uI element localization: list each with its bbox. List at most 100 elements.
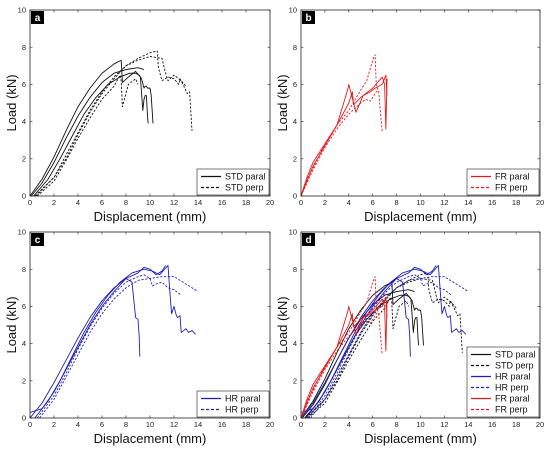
x-tick-label: 6 xyxy=(100,420,104,429)
x-tick-label: 12 xyxy=(440,198,448,207)
x-axis-label: Displacement (mm) xyxy=(364,209,477,224)
series-line-fr-perp xyxy=(301,276,383,418)
y-tick-label: 2 xyxy=(22,154,26,163)
legend-item-label: HR paral xyxy=(495,372,531,382)
legend-item-label: FR paral xyxy=(495,394,530,404)
x-tick-label: 6 xyxy=(100,198,104,207)
series-line-hr-perp xyxy=(310,276,469,418)
x-tick-label: 14 xyxy=(194,198,202,207)
y-tick-label: 0 xyxy=(22,192,26,201)
x-axis-label: Displacement (mm) xyxy=(364,431,477,446)
y-tick-label: 8 xyxy=(22,43,26,52)
series-line-std-perp xyxy=(36,74,139,196)
y-tick-label: 0 xyxy=(293,414,297,423)
x-tick-label: 6 xyxy=(371,420,375,429)
x-tick-label: 18 xyxy=(242,420,250,429)
x-tick-label: 20 xyxy=(266,198,274,207)
y-tick-label: 6 xyxy=(293,302,297,311)
y-tick-label: 6 xyxy=(22,302,26,311)
axes-box xyxy=(29,9,271,197)
y-tick-label: 6 xyxy=(293,80,297,89)
series-line-fr-paral xyxy=(301,74,388,196)
series-line-std-perp xyxy=(34,56,187,196)
x-tick-label: 8 xyxy=(124,198,128,207)
series-line-hr-paral xyxy=(301,265,437,418)
series-line-hr-paral xyxy=(305,265,467,418)
legend-item-label: STD paral xyxy=(225,172,266,182)
x-tick-label: 16 xyxy=(218,420,226,429)
panel-letter-badge xyxy=(302,233,315,246)
series-line-fr-paral xyxy=(301,298,388,418)
series-group xyxy=(301,54,388,196)
series-line-hr-perp xyxy=(307,274,452,418)
legend-item-label: HR perp xyxy=(225,405,259,415)
x-tick-label: 8 xyxy=(395,420,399,429)
y-tick-label: 6 xyxy=(22,80,26,89)
legend-item-label: STD perp xyxy=(225,183,264,193)
x-tick-label: 4 xyxy=(347,198,351,207)
x-tick-label: 14 xyxy=(194,420,202,429)
y-tick-label: 8 xyxy=(22,265,26,274)
x-tick-label: 4 xyxy=(76,198,80,207)
legend-item-label: FR paral xyxy=(495,172,530,182)
y-axis-label: Load (kN) xyxy=(275,74,290,131)
x-tick-label: 18 xyxy=(512,420,520,429)
y-axis-label: Load (kN) xyxy=(4,296,19,353)
y-tick-label: 2 xyxy=(22,376,26,385)
x-tick-label: 0 xyxy=(28,198,32,207)
legend-box xyxy=(196,390,270,418)
axes-box xyxy=(300,9,541,197)
y-tick-label: 4 xyxy=(293,117,297,126)
x-tick-label: 8 xyxy=(395,198,399,207)
x-tick-label: 20 xyxy=(266,420,274,429)
x-tick-label: 14 xyxy=(464,198,472,207)
x-tick-label: 16 xyxy=(488,420,496,429)
y-tick-label: 4 xyxy=(22,117,26,126)
x-tick-label: 10 xyxy=(416,198,424,207)
legend-box xyxy=(466,168,540,196)
y-tick-label: 10 xyxy=(18,228,26,237)
series-line-std-paral xyxy=(301,289,415,418)
x-tick-label: 12 xyxy=(440,420,448,429)
y-tick-label: 10 xyxy=(289,228,297,237)
y-tick-label: 2 xyxy=(293,154,297,163)
legend-item-label: STD perp xyxy=(495,361,534,371)
x-tick-label: 2 xyxy=(323,420,327,429)
x-tick-label: 2 xyxy=(52,420,56,429)
series-line-std-paral xyxy=(30,59,149,196)
x-axis-label: Displacement (mm) xyxy=(94,209,207,224)
x-tick-label: 10 xyxy=(146,420,154,429)
series-group xyxy=(30,265,199,418)
series-line-hr-paral xyxy=(34,265,196,418)
panel-letter: c xyxy=(35,235,41,246)
x-tick-label: 20 xyxy=(536,420,544,429)
y-axis-label: Load (kN) xyxy=(4,74,19,131)
panel-letter: a xyxy=(35,13,41,24)
panel-letter: b xyxy=(305,13,311,24)
series-group xyxy=(301,265,469,418)
series-line-std-perp xyxy=(305,278,457,418)
x-tick-label: 0 xyxy=(299,420,303,429)
series-line-std-perp xyxy=(306,272,463,418)
panel-a: 0 2 4 6 8 10 12 14 16 18 20 0 2 4 6 8 10 Displacement (mm… xyxy=(4,6,274,224)
x-tick-label: 10 xyxy=(416,420,424,429)
x-tick-label: 4 xyxy=(347,420,351,429)
legend-item-label: HR paral xyxy=(225,394,261,404)
axes-box xyxy=(29,231,271,419)
x-tick-label: 4 xyxy=(76,420,80,429)
series-line-hr-perp xyxy=(36,274,182,418)
panel-letter-badge xyxy=(31,11,44,24)
series-line-std-perp xyxy=(35,50,193,196)
series-line-hr-paral xyxy=(30,278,141,413)
panel-letter: d xyxy=(305,235,311,246)
x-tick-label: 2 xyxy=(52,198,56,207)
x-tick-label: 2 xyxy=(323,198,327,207)
x-tick-label: 20 xyxy=(536,198,544,207)
legend-item-label: FR perp xyxy=(495,183,528,193)
x-tick-label: 0 xyxy=(28,420,32,429)
legend-item-label: HR perp xyxy=(495,383,529,393)
